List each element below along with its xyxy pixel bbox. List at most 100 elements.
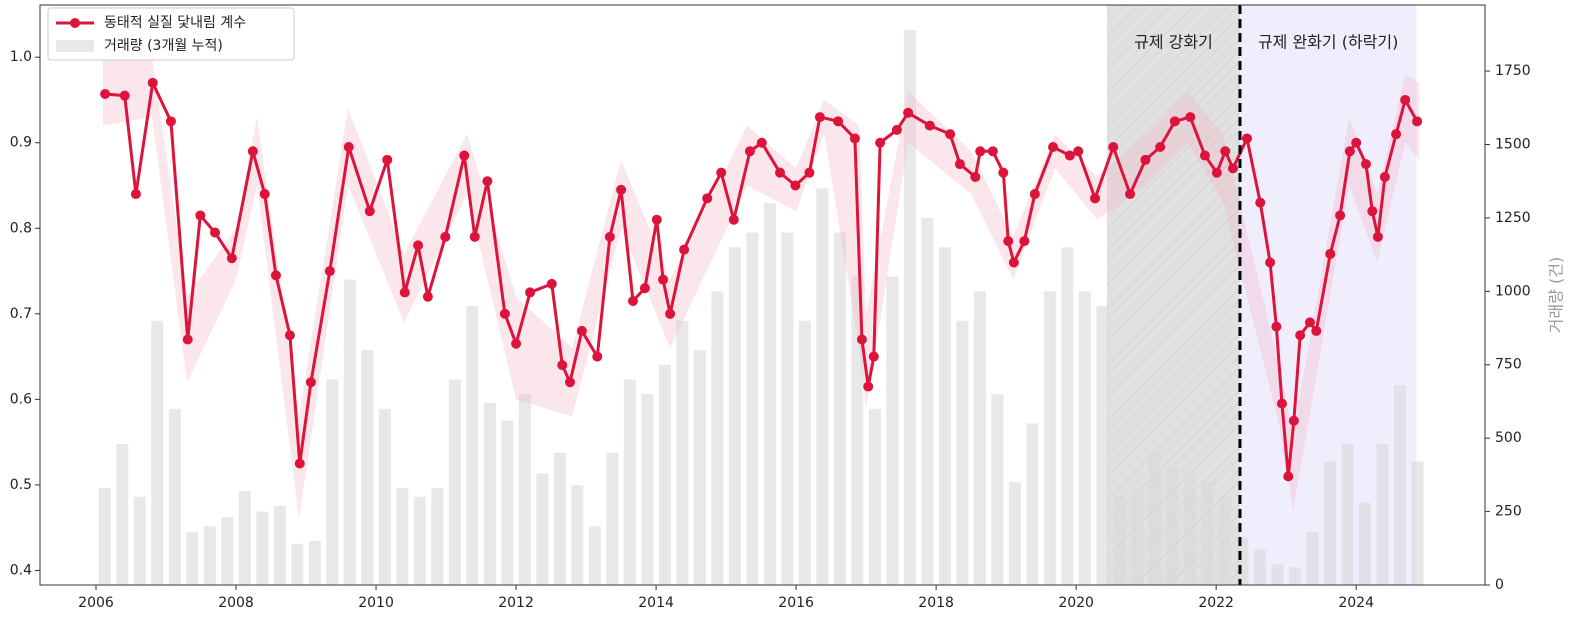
volume-bar bbox=[1008, 482, 1021, 585]
marker bbox=[814, 112, 825, 123]
volume-bar bbox=[1253, 549, 1266, 585]
y-tick-label: 0.6 bbox=[10, 391, 32, 407]
marker bbox=[1379, 171, 1390, 182]
marker bbox=[147, 77, 158, 88]
marker bbox=[119, 90, 130, 101]
marker bbox=[1304, 317, 1315, 328]
marker bbox=[728, 214, 739, 225]
volume-bar bbox=[1341, 444, 1354, 585]
marker bbox=[945, 129, 956, 140]
marker bbox=[1048, 142, 1059, 153]
marker bbox=[165, 116, 176, 127]
x-tick-label: 2016 bbox=[778, 595, 814, 611]
volume-bar bbox=[938, 247, 951, 585]
marker bbox=[627, 295, 638, 306]
marker bbox=[511, 338, 522, 349]
marker bbox=[863, 381, 874, 392]
marker bbox=[679, 244, 690, 255]
volume-bar bbox=[536, 473, 549, 585]
marker bbox=[1169, 116, 1180, 127]
marker bbox=[343, 142, 354, 153]
marker bbox=[130, 189, 141, 200]
legend-patch bbox=[56, 40, 94, 52]
y2-tick-label: 750 bbox=[1495, 357, 1522, 373]
marker bbox=[868, 351, 879, 362]
volume-bar bbox=[1358, 502, 1371, 585]
volume-bar bbox=[326, 379, 339, 585]
marker bbox=[1140, 154, 1151, 165]
marker bbox=[525, 287, 536, 298]
y2-axis-label: 거래량 (건) bbox=[1547, 257, 1566, 333]
marker bbox=[702, 193, 713, 204]
volume-bar bbox=[1026, 423, 1039, 585]
x-tick-label: 2012 bbox=[498, 595, 534, 611]
marker bbox=[1255, 197, 1266, 208]
x-tick-label: 2010 bbox=[358, 595, 394, 611]
marker bbox=[833, 116, 844, 127]
volume-bar bbox=[1376, 444, 1389, 585]
volume-bar bbox=[868, 408, 881, 585]
x-tick-label: 2020 bbox=[1058, 595, 1094, 611]
volume-bar bbox=[396, 488, 409, 585]
marker bbox=[658, 274, 669, 285]
marker bbox=[1211, 167, 1222, 178]
marker bbox=[756, 137, 767, 148]
volume-bar bbox=[1271, 564, 1284, 585]
volume-bar bbox=[956, 320, 969, 585]
marker bbox=[399, 287, 410, 298]
volume-bar bbox=[746, 232, 759, 585]
marker bbox=[270, 270, 281, 281]
volume-bar bbox=[1166, 467, 1179, 585]
volume-bar bbox=[973, 291, 986, 585]
y-tick-label: 0.4 bbox=[10, 562, 32, 578]
marker bbox=[790, 180, 801, 191]
volume-bar bbox=[308, 540, 321, 585]
volume-bar bbox=[1078, 291, 1091, 585]
volume-bar bbox=[238, 491, 251, 585]
marker bbox=[1288, 415, 1299, 426]
marker bbox=[1283, 471, 1294, 482]
volume-bar bbox=[588, 526, 601, 585]
y-tick-label: 0.7 bbox=[10, 306, 32, 322]
marker bbox=[1090, 193, 1101, 204]
volume-bar bbox=[886, 276, 899, 585]
volume-bar bbox=[431, 488, 444, 585]
volume-bar bbox=[991, 394, 1004, 585]
marker bbox=[195, 210, 206, 221]
marker bbox=[1367, 206, 1378, 217]
x-tick-label: 2006 bbox=[78, 595, 114, 611]
legend-marker bbox=[70, 18, 80, 28]
marker bbox=[975, 146, 986, 157]
marker bbox=[422, 291, 433, 302]
marker bbox=[1199, 150, 1210, 161]
marker bbox=[1029, 189, 1040, 200]
marker bbox=[364, 206, 375, 217]
marker bbox=[1241, 133, 1252, 144]
volume-bar bbox=[291, 543, 304, 585]
marker bbox=[616, 184, 627, 195]
marker bbox=[651, 214, 662, 225]
marker bbox=[891, 124, 902, 135]
volume-bar bbox=[466, 306, 479, 585]
volume-bar bbox=[203, 526, 216, 585]
marker bbox=[1391, 129, 1402, 140]
marker bbox=[1344, 146, 1355, 157]
volume-bar bbox=[816, 188, 829, 585]
marker bbox=[1155, 142, 1166, 153]
y2-tick-label: 1000 bbox=[1495, 283, 1531, 299]
y-tick-label: 0.5 bbox=[10, 477, 32, 493]
marker bbox=[1227, 163, 1238, 174]
volume-bar bbox=[658, 364, 671, 585]
x-tick-label: 2014 bbox=[638, 595, 674, 611]
x-tick-label: 2024 bbox=[1338, 595, 1374, 611]
marker bbox=[247, 146, 258, 157]
marker bbox=[987, 146, 998, 157]
volume-bar bbox=[501, 420, 514, 585]
marker bbox=[1220, 146, 1231, 157]
y2-tick-label: 1500 bbox=[1495, 136, 1531, 152]
volume-bar bbox=[1148, 452, 1161, 585]
volume-bar bbox=[413, 496, 426, 585]
marker bbox=[210, 227, 221, 238]
marker bbox=[564, 377, 575, 388]
marker bbox=[924, 120, 935, 131]
